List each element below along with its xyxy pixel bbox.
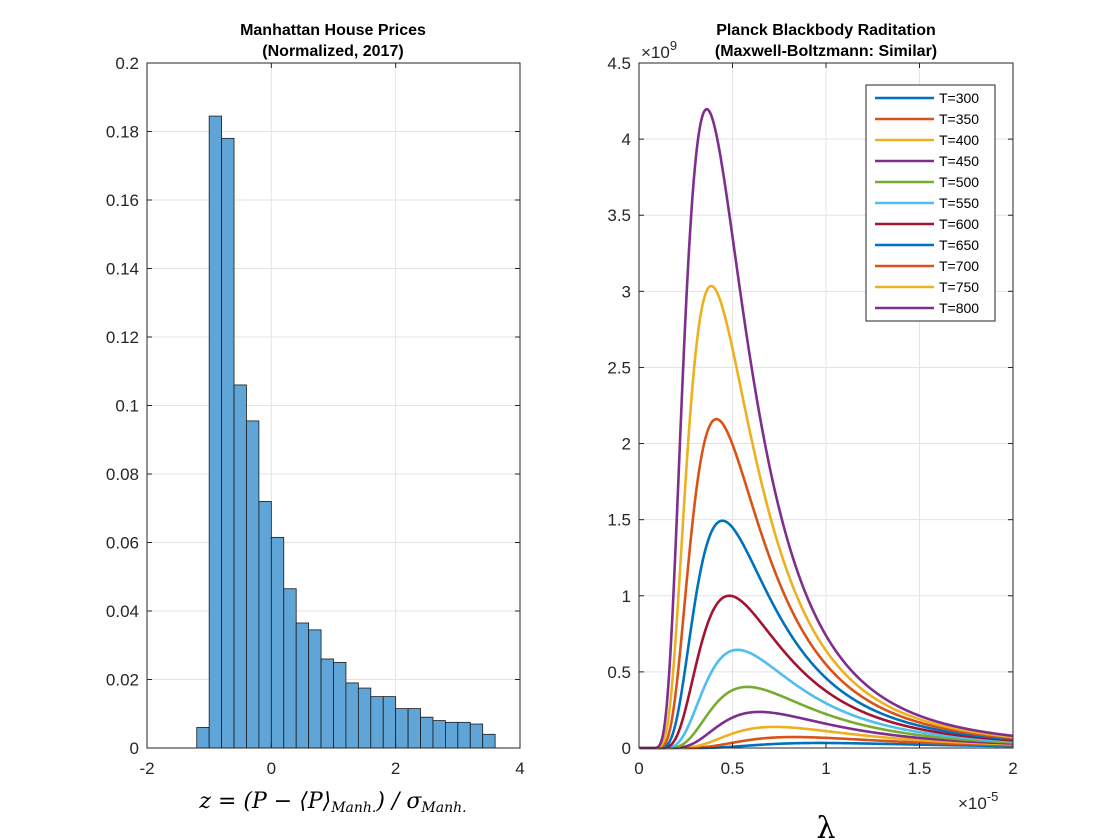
planck-title-line1: Planck Blackbody Raditation (716, 22, 936, 39)
y-exponent-label: ×109 (641, 38, 677, 62)
histogram-bar (470, 724, 482, 748)
xlabel-lhs: z = (P − ⟨P⟩ (198, 789, 331, 814)
planck-xtick-label: 1 (821, 759, 830, 778)
histogram-ytick-label: 0.1 (115, 397, 139, 416)
planck-ytick-label: 3.5 (607, 206, 631, 225)
legend-label: T=350 (939, 111, 979, 127)
histogram-ytick-label: 0.02 (106, 671, 139, 690)
legend-label: T=800 (939, 300, 979, 316)
planck-ytick-label: 0 (622, 739, 631, 758)
histogram-bar (396, 709, 408, 748)
histogram-xtick-label: 2 (391, 759, 400, 778)
planck-xtick-label: 2 (1008, 759, 1017, 778)
histogram-bar (321, 659, 333, 748)
histogram-bar (433, 721, 445, 748)
y-exponent-power: 9 (670, 38, 677, 53)
legend-label: T=750 (939, 279, 979, 295)
histogram-bar (383, 697, 395, 748)
histogram-bar (234, 385, 246, 748)
histogram-title-line1: Manhattan House Prices (240, 22, 426, 39)
histogram-title-line2: (Normalized, 2017) (262, 43, 403, 60)
histogram-xlabel: z = (P − ⟨P⟩Manh.) / σManh. (198, 789, 466, 816)
y-exponent-base: ×10 (641, 43, 670, 62)
legend-label: T=500 (939, 174, 979, 190)
histogram-ytick-label: 0.06 (106, 534, 139, 553)
histogram-bar (209, 116, 221, 748)
histogram-bar (408, 709, 420, 748)
histogram-ytick-label: 0.2 (115, 54, 139, 73)
histogram-ytick-label: 0.14 (106, 260, 139, 279)
histogram-xtick-label: 4 (515, 759, 524, 778)
planck-ytick-label: 0.5 (607, 663, 631, 682)
histogram-bar (296, 623, 308, 748)
histogram-bar (259, 501, 271, 748)
histogram-bar (309, 630, 321, 748)
histogram-ytick-label: 0.16 (106, 191, 139, 210)
x-exponent-label: ×10-5 (958, 789, 998, 813)
planck-xtick-label: 0 (634, 759, 643, 778)
histogram-axes: -2 0 2 400.020.040.060.080.10.120.140.160.1… (106, 22, 525, 816)
histogram-bar (371, 697, 383, 748)
planck-ytick-label: 4.5 (607, 54, 631, 73)
histogram-xtick-label: 0 (267, 759, 276, 778)
histogram-bar (246, 421, 258, 748)
histogram-bar (197, 727, 209, 748)
histogram-ytick-label: 0.04 (106, 602, 139, 621)
xlabel-sub1: Manh. (330, 800, 376, 816)
planck-title-line2: (Maxwell-Boltzmann: Similar) (715, 43, 937, 60)
legend-label: T=300 (939, 90, 979, 106)
legend: T=300 T=350 T=400 T=450 T=500 T=550 T=600 T=650… (866, 85, 995, 321)
planck-ytick-label: 1.5 (607, 511, 631, 530)
planck-ytick-label: 3 (622, 282, 631, 301)
x-exponent-base: ×10 (958, 794, 987, 813)
histogram-bar (483, 734, 495, 748)
legend-label: T=400 (939, 132, 979, 148)
histogram-bar (346, 683, 358, 748)
planck-ytick-label: 2 (622, 435, 631, 454)
histogram-bar (284, 589, 296, 748)
planck-ytick-label: 1 (622, 587, 631, 606)
histogram-xtick-label: -2 (139, 759, 154, 778)
legend-label: T=700 (939, 258, 979, 274)
x-exponent-power: -5 (987, 789, 999, 804)
xlabel-sub2: Manh. (420, 800, 466, 816)
planck-ytick-label: 4 (622, 130, 631, 149)
histogram-bar (271, 537, 283, 748)
histogram-bar (222, 138, 234, 748)
histogram-ytick-label: 0.08 (106, 465, 139, 484)
planck-xtick-label: 1.5 (908, 759, 932, 778)
legend-label: T=550 (939, 195, 979, 211)
histogram-bar (445, 722, 457, 748)
planck-xtick-label: 0.5 (721, 759, 745, 778)
histogram-ytick-label: 0.18 (106, 123, 139, 142)
histogram-bar (458, 722, 470, 748)
planck-xlabel: λ (816, 811, 835, 840)
histogram-bar (334, 662, 346, 748)
planck-axes: 0 0.5 1 1.5 2 0 0.5 1 1.5 2 2.5 3 3.5 4 4.5 Planck Bla… (607, 22, 1017, 840)
legend-label: T=650 (939, 237, 979, 253)
planck-ytick-label: 2.5 (607, 358, 631, 377)
histogram-bar (358, 688, 370, 748)
legend-label: T=450 (939, 153, 979, 169)
histogram-ytick-label: 0.12 (106, 328, 139, 347)
histogram-bar (421, 717, 433, 748)
legend-label: T=600 (939, 216, 979, 232)
histogram-ytick-label: 0 (130, 739, 139, 758)
xlabel-mid: ) / σ (375, 789, 422, 814)
